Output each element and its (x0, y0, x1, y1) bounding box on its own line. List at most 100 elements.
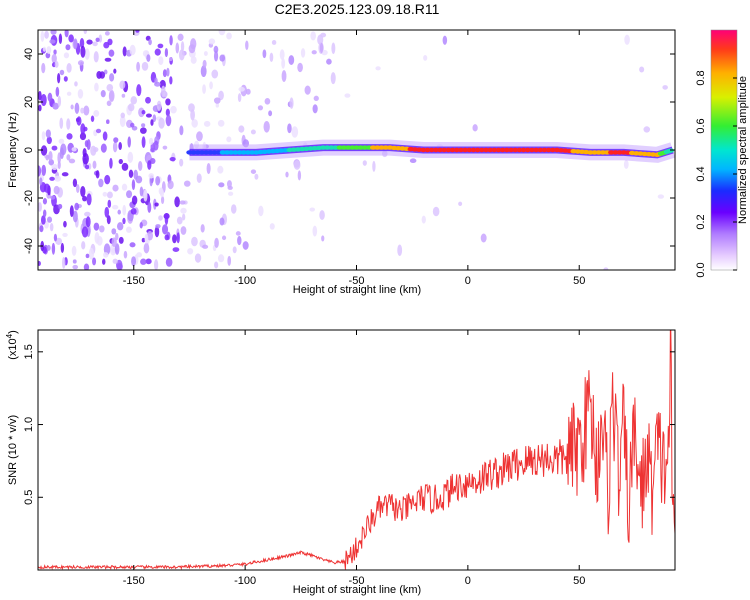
noise-blob (63, 76, 68, 82)
noise-blob (85, 216, 91, 228)
noise-blob (131, 179, 136, 191)
noise-blob (160, 196, 165, 205)
noise-blob (77, 60, 85, 66)
noise-blob (112, 204, 119, 210)
x-tick-label: -100 (234, 275, 256, 287)
noise-blob (106, 215, 111, 225)
noise-blob (42, 209, 47, 218)
noise-blob (279, 49, 285, 60)
noise-blob (131, 195, 138, 205)
noise-blob (250, 169, 257, 174)
noise-blob (300, 48, 306, 58)
noise-blob (219, 54, 226, 62)
noise-blob (47, 92, 53, 102)
noise-blob (104, 206, 110, 218)
noise-blob (129, 44, 136, 56)
noise-blob (92, 41, 98, 47)
noise-blob (180, 41, 185, 52)
noise-blob (162, 91, 168, 98)
snr-panel: -150 -100 -50 0 50 0.5 1.0 1.5 Height of strai… (5, 329, 676, 596)
noise-blob (442, 35, 448, 45)
noise-blob (480, 233, 487, 243)
noise-blob (71, 147, 77, 152)
spectrogram-x-label: Height of straight line (km) (293, 284, 421, 296)
noise-blob (102, 191, 108, 197)
noise-blob (159, 189, 165, 198)
noise-blob (92, 257, 97, 266)
noise-blob (213, 50, 219, 62)
noise-blob (46, 244, 51, 251)
noise-blob (657, 194, 665, 199)
noise-blob (147, 160, 152, 170)
noise-blob (66, 91, 72, 96)
noise-blob (211, 69, 219, 79)
noise-blob (55, 86, 60, 97)
noise-blob (235, 231, 241, 236)
noise-blob (102, 258, 106, 265)
noise-blob (76, 116, 82, 126)
spectrogram-panel: -150 -100 -50 0 50 -40 -20 0 20 40 Height of str… (7, 29, 676, 296)
noise-blob (72, 178, 78, 188)
noise-blob (57, 73, 61, 84)
noise-blob (190, 56, 197, 64)
noise-blob (232, 246, 237, 254)
noise-blob (155, 176, 161, 186)
noise-blob (68, 34, 74, 43)
noise-blob (138, 160, 143, 171)
noise-blob (209, 81, 213, 90)
colorbar-ticks: 0.0 0.2 0.4 0.6 0.8 (695, 70, 737, 278)
noise-blob (57, 203, 63, 210)
noise-blob (72, 210, 78, 223)
noise-blob (51, 145, 58, 151)
noise-blob (150, 119, 154, 126)
noise-blob (106, 100, 112, 107)
noise-blob (169, 76, 173, 85)
noise-blob (52, 102, 59, 110)
noise-blob (164, 234, 170, 241)
noise-blob (57, 160, 61, 170)
noise-blob (196, 173, 202, 184)
noise-blob (217, 254, 225, 263)
noise-blob (313, 95, 319, 102)
noise-blob (44, 221, 49, 229)
noise-blob (62, 232, 68, 237)
noise-blob (144, 233, 149, 244)
noise-blob (64, 30, 69, 38)
y-tick-label: 40 (23, 48, 35, 60)
noise-blob (103, 252, 109, 258)
noise-blob (140, 127, 147, 134)
spectrogram-y-label: Frequency (Hz) (7, 112, 19, 188)
noise-blob (191, 236, 198, 247)
noise-blob (180, 226, 187, 235)
noise-blob (226, 180, 232, 188)
noise-blob (165, 98, 171, 106)
noise-blob (169, 157, 176, 162)
noise-blob (111, 237, 117, 248)
noise-blob (190, 109, 195, 121)
noise-blob (116, 222, 124, 231)
noise-blob (95, 170, 100, 179)
noise-blob (139, 186, 144, 197)
noise-blob (157, 43, 164, 49)
noise-blob (409, 158, 417, 164)
noise-blob (108, 49, 115, 57)
noise-blob (423, 55, 428, 61)
noise-blob (183, 180, 191, 187)
noise-blob (104, 31, 110, 36)
x-tick-label: -100 (234, 575, 256, 587)
noise-blob (172, 247, 180, 252)
noise-blob (121, 162, 129, 171)
noise-blob (372, 160, 376, 172)
noise-blob (86, 193, 92, 206)
noise-blob (70, 104, 74, 110)
noise-blob (63, 52, 70, 59)
noise-blob (38, 202, 42, 212)
noise-blob (45, 154, 50, 161)
noise-blob (320, 32, 327, 38)
noise-blob (138, 107, 145, 118)
noise-blob (281, 70, 287, 82)
snr-y-label: SNR (10 * v/v) (7, 415, 19, 485)
noise-blob (288, 55, 295, 65)
noise-blob (397, 244, 403, 257)
noise-blob (309, 207, 316, 212)
